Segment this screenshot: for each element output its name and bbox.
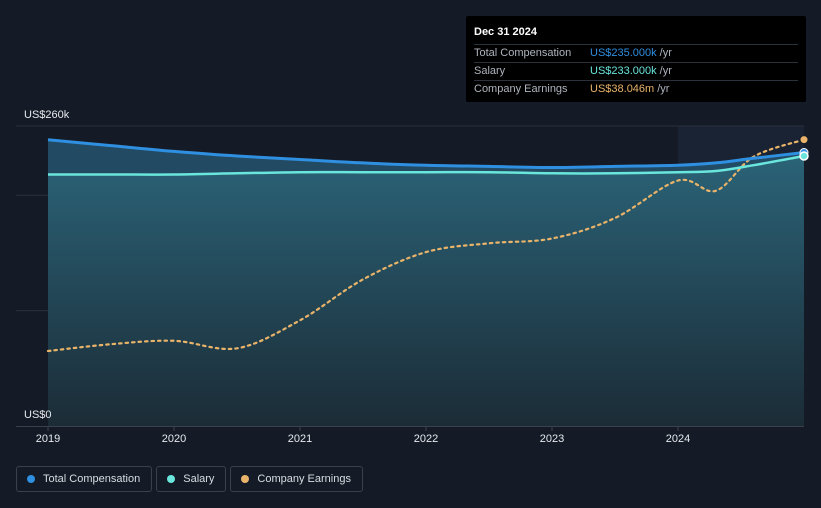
dot-icon <box>167 475 176 483</box>
y-tick-label-bottom: US$0 <box>24 409 52 421</box>
tooltip-unit: /yr <box>659 47 672 59</box>
x-tick-label-2022: 2022 <box>414 433 438 445</box>
legend-label: Company Earnings <box>257 473 351 485</box>
y-tick-label-top: US$260k <box>24 109 70 121</box>
tooltip-label: Company Earnings <box>474 83 568 95</box>
legend-label: Salary <box>183 473 215 485</box>
tooltip-label: Salary <box>474 65 506 77</box>
total-compensation-line <box>47 138 805 170</box>
tooltip-label: Total Compensation <box>474 47 572 59</box>
x-tick-label-2019: 2019 <box>36 433 60 445</box>
salary-area <box>48 156 804 426</box>
x-tick-label-2021: 2021 <box>288 433 312 445</box>
legend-total-compensation[interactable]: Total Compensation <box>16 466 153 492</box>
salary-line <box>48 154 805 176</box>
company-earnings-line <box>46 138 806 353</box>
x-tick-label-2023: 2023 <box>540 433 564 445</box>
tooltip-date: Dec 31 2024 <box>474 26 537 38</box>
hover-tooltip: Dec 31 2024 Total Compensation US$235.00… <box>466 16 806 102</box>
dot-icon <box>27 475 35 483</box>
tooltip-value: US$38.046m <box>590 83 655 95</box>
company-earnings-end-point[interactable] <box>799 135 809 145</box>
tooltip-value: US$235.000k <box>590 47 657 59</box>
tooltip-unit: /yr <box>659 65 672 77</box>
tooltip-row-salary: Salary US$233.000k /yr <box>474 62 798 80</box>
legend-company-earnings[interactable]: Company Earnings <box>230 466 363 492</box>
tooltip-value: US$233.000k <box>590 65 657 77</box>
tooltip-row-company-earnings: Company Earnings US$38.046m /yr <box>474 80 798 98</box>
legend-salary[interactable]: Salary <box>156 466 227 492</box>
chart-legend: Total Compensation Salary Company Earnin… <box>16 466 363 492</box>
dot-icon <box>241 475 250 483</box>
x-tick-label-2020: 2020 <box>162 433 186 445</box>
legend-label: Total Compensation <box>43 473 141 485</box>
salary-end-point[interactable] <box>799 151 809 161</box>
tooltip-row-total-compensation: Total Compensation US$235.000k /yr <box>474 44 798 62</box>
tooltip-unit: /yr <box>657 83 670 95</box>
x-tick-label-2024: 2024 <box>666 433 690 445</box>
